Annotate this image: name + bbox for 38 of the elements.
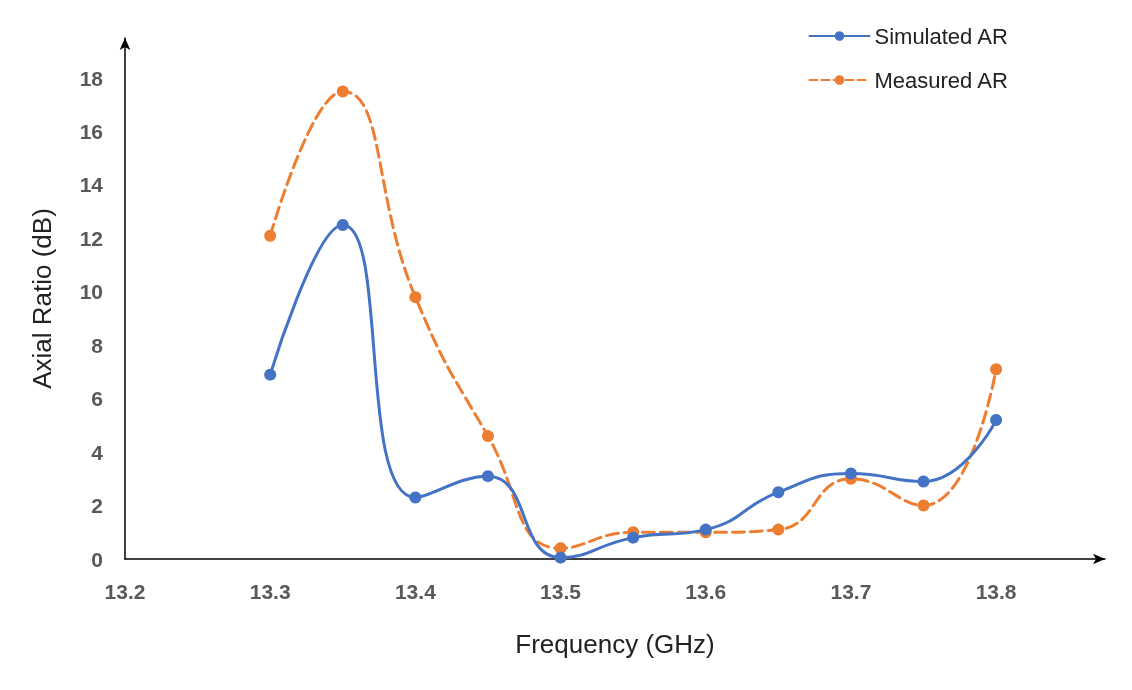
point bbox=[917, 475, 930, 488]
y-tick-label: 12 bbox=[79, 226, 103, 250]
y-tick-label: 4 bbox=[91, 440, 104, 464]
x-axis-title: Frequency (GHz) bbox=[515, 629, 715, 659]
point bbox=[409, 291, 422, 304]
point bbox=[481, 470, 494, 483]
point bbox=[917, 499, 930, 512]
point bbox=[772, 523, 785, 536]
x-tick-label: 13.5 bbox=[540, 580, 582, 603]
legend-label: Simulated AR bbox=[874, 23, 1008, 49]
point bbox=[844, 467, 857, 480]
y-axis-title: Axial Ratio (dB) bbox=[27, 208, 57, 389]
point bbox=[336, 85, 349, 98]
point bbox=[336, 219, 349, 232]
point bbox=[264, 368, 277, 381]
point bbox=[772, 486, 785, 499]
x-tick-label: 13.7 bbox=[830, 580, 872, 603]
point bbox=[264, 229, 277, 242]
y-tick-label: 8 bbox=[91, 333, 104, 357]
point bbox=[481, 430, 494, 443]
x-tick-label: 13.4 bbox=[394, 580, 437, 603]
y-tick-label: 0 bbox=[91, 547, 103, 571]
point bbox=[990, 414, 1003, 427]
point bbox=[554, 551, 567, 564]
y-tick-label: 10 bbox=[79, 280, 103, 304]
point bbox=[990, 363, 1003, 376]
y-tick-label: 16 bbox=[79, 120, 103, 144]
point bbox=[409, 491, 422, 504]
point bbox=[627, 531, 640, 544]
x-tick-label: 13.8 bbox=[975, 580, 1017, 603]
x-tick-label: 13.6 bbox=[685, 580, 727, 603]
y-tick-label: 14 bbox=[79, 173, 104, 197]
x-tick-label: 13.3 bbox=[249, 580, 291, 603]
legend-label: Measured AR bbox=[874, 67, 1008, 93]
x-tick-label: 13.2 bbox=[104, 580, 146, 603]
y-tick-label: 2 bbox=[91, 494, 103, 518]
y-tick-label: 18 bbox=[79, 66, 104, 90]
y-tick-label: 6 bbox=[91, 387, 103, 411]
